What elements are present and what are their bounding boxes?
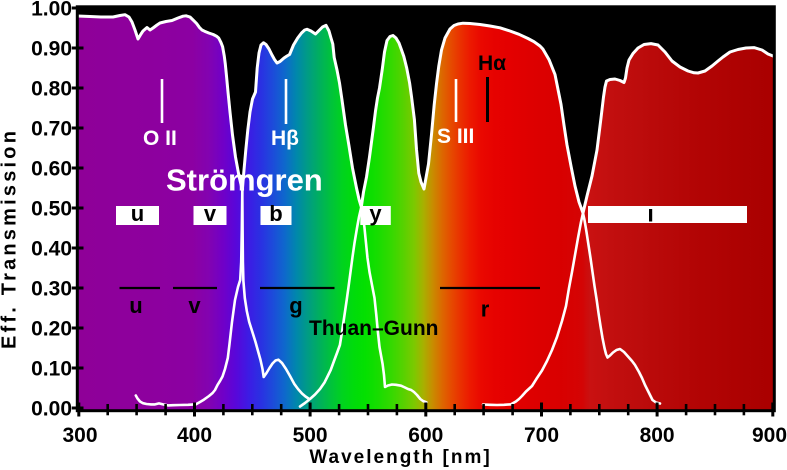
svg-text:0.20: 0.20	[31, 318, 72, 341]
svg-text:0.10: 0.10	[31, 358, 72, 381]
svg-text:Hα: Hα	[478, 52, 506, 75]
svg-text:y: y	[369, 201, 382, 226]
svg-text:O II: O II	[143, 127, 177, 150]
svg-text:300: 300	[62, 424, 97, 447]
svg-text:0.40: 0.40	[31, 238, 72, 261]
svg-text:r: r	[481, 297, 490, 322]
svg-text:b: b	[269, 201, 282, 226]
svg-text:700: 700	[524, 424, 559, 447]
svg-text:900: 900	[752, 424, 787, 447]
svg-text:0.50: 0.50	[31, 198, 72, 221]
svg-text:Eff. Transmission: Eff. Transmission	[0, 128, 21, 349]
svg-text:500: 500	[293, 424, 328, 447]
svg-text:u: u	[131, 201, 144, 226]
svg-text:Strömgren: Strömgren	[166, 163, 323, 198]
svg-text:S III: S III	[437, 125, 474, 148]
svg-text:v: v	[188, 293, 201, 318]
svg-text:0.70: 0.70	[31, 118, 72, 141]
svg-text:Hβ: Hβ	[271, 127, 299, 150]
svg-text:1.00: 1.00	[31, 0, 72, 21]
svg-text:Wavelength [nm]: Wavelength [nm]	[309, 447, 491, 468]
svg-text:400: 400	[177, 424, 212, 447]
svg-text:Thuan–Gunn: Thuan–Gunn	[309, 317, 439, 340]
svg-text:0.80: 0.80	[31, 78, 72, 101]
svg-text:800: 800	[640, 424, 675, 447]
svg-text:0.00: 0.00	[31, 398, 72, 421]
svg-text:u: u	[129, 293, 142, 318]
svg-text:g: g	[289, 293, 302, 318]
svg-text:v: v	[204, 201, 217, 226]
svg-text:600: 600	[408, 424, 443, 447]
svg-text:0.90: 0.90	[31, 38, 72, 61]
svg-text:0.30: 0.30	[31, 278, 72, 301]
svg-text:0.60: 0.60	[31, 158, 72, 181]
